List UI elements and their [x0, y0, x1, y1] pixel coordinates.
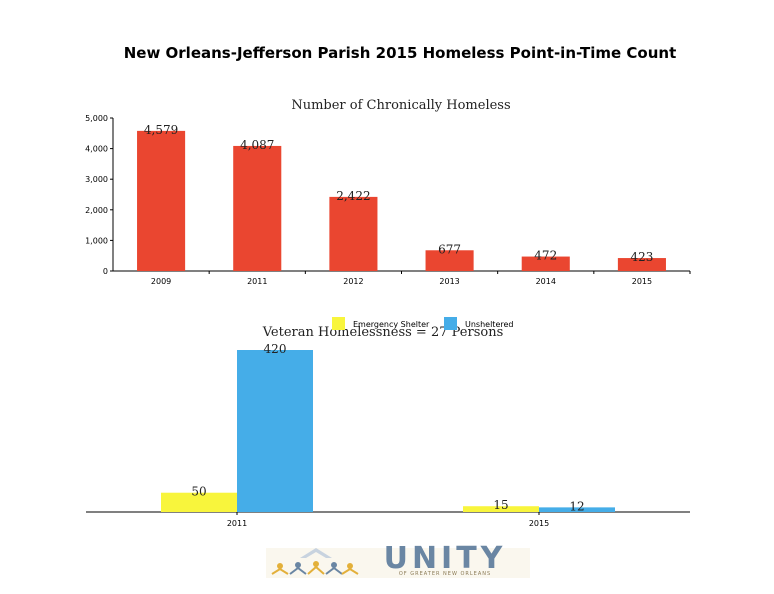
chronic-bar-2015 — [617, 258, 666, 271]
y-tick-label: 0 — [103, 267, 108, 276]
chronic-value-label: 472 — [534, 249, 557, 263]
chronic-value-label: 677 — [438, 242, 461, 256]
veteran-homelessness-chart: Veteran Homelessness = 27 Persons Emerge… — [86, 317, 690, 528]
legend-label: Emergency Shelter — [353, 320, 430, 329]
chronic-bar-2011 — [233, 145, 282, 271]
x-tick-label: 2015 — [632, 277, 652, 286]
veteran-value-label: 50 — [191, 485, 206, 499]
y-tick-label: 4,000 — [85, 145, 108, 154]
veteran-value-label: 12 — [569, 499, 584, 513]
veteran-chart-title: Veteran Homelessness = 27 Persons — [262, 325, 504, 340]
chronic-homeless-chart: Number of Chronically Homeless 0 1,000 2,0… — [85, 98, 691, 286]
veteran-bar-2015-unsheltered — [539, 507, 615, 512]
unity-logo: UNITY OF GREATER NEW ORLEANS — [266, 541, 530, 578]
x-tick-label: 2012 — [343, 277, 363, 286]
y-tick-label: 3,000 — [85, 175, 108, 184]
chronic-chart-title: Number of Chronically Homeless — [291, 98, 510, 113]
chronic-value-label: 2,422 — [336, 189, 370, 203]
chronic-value-label: 423 — [630, 250, 653, 264]
legend-swatch — [332, 317, 345, 330]
legend-swatch — [444, 317, 457, 330]
y-tick-label: 5,000 — [85, 114, 108, 123]
x-tick-label: 2014 — [536, 277, 556, 286]
y-tick-label: 2,000 — [85, 206, 108, 215]
veteran-bar-2011-unsheltered — [237, 350, 313, 512]
chronic-bar-2012 — [329, 196, 378, 271]
chronic-value-label: 4,579 — [144, 123, 178, 137]
chronic-value-label: 4,087 — [240, 138, 274, 152]
x-tick-label: 2011 — [247, 277, 267, 286]
chronic-bar-2014 — [521, 256, 570, 271]
people-icon — [271, 548, 359, 575]
veteran-bar-2011-shelter — [161, 492, 237, 512]
veteran-bar-2015-shelter — [463, 506, 539, 512]
x-tick-label: 2013 — [439, 277, 459, 286]
x-tick-label: 2011 — [227, 519, 247, 528]
page-title: New Orleans-Jefferson Parish 2015 Homele… — [124, 44, 677, 62]
legend-label: Unsheltered — [465, 320, 513, 329]
veteran-value-label: 15 — [493, 498, 508, 512]
chronic-bar-2009 — [137, 130, 186, 271]
y-tick-label: 1,000 — [85, 236, 108, 245]
chronic-bar-2013 — [425, 250, 474, 271]
logo-tagline: OF GREATER NEW ORLEANS — [399, 571, 491, 577]
logo-wordmark: UNITY — [384, 541, 507, 576]
veteran-value-label: 420 — [264, 342, 287, 356]
x-tick-label: 2015 — [529, 519, 549, 528]
x-tick-label: 2009 — [151, 277, 171, 286]
